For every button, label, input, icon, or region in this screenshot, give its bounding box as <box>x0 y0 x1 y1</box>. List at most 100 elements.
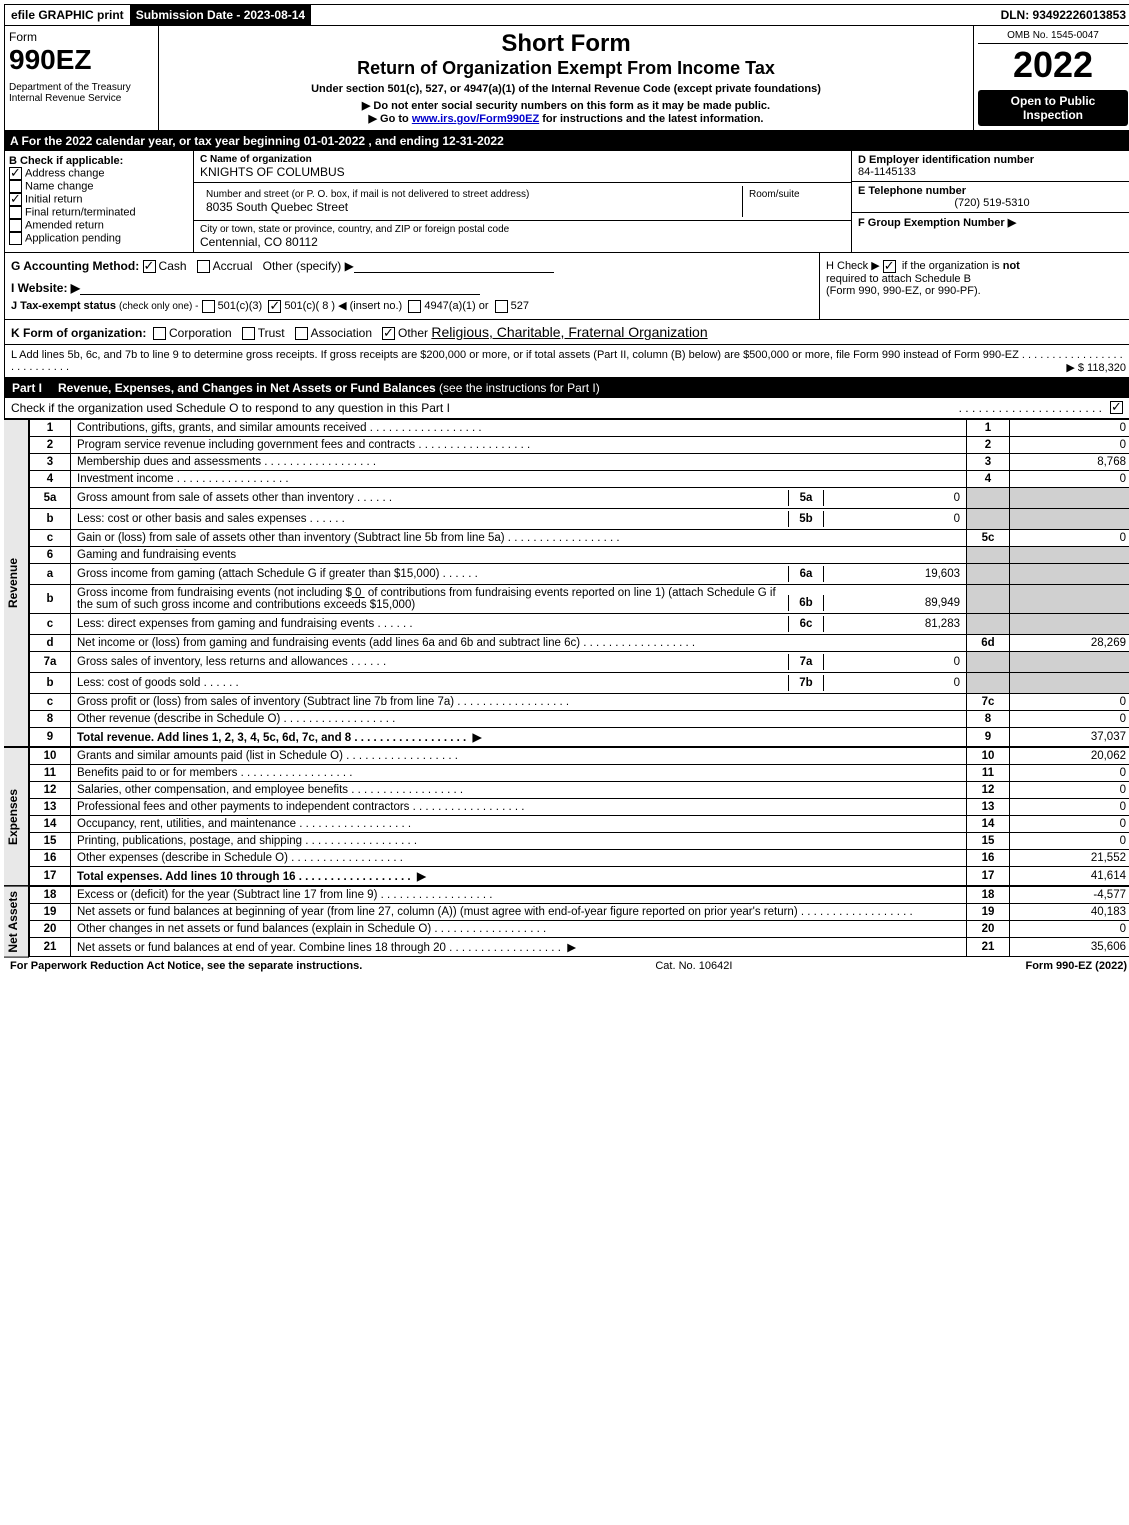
netassets-section: Net Assets 18Excess or (deficit) for the… <box>4 886 1129 958</box>
line-desc: Other expenses (describe in Schedule O) … <box>71 850 967 867</box>
g-other-blank[interactable] <box>354 260 554 273</box>
line-num: 5a <box>30 488 71 509</box>
line-num: 2 <box>30 437 71 454</box>
line-amount-shaded <box>1010 564 1129 585</box>
line-num: 19 <box>30 904 71 921</box>
h-text4: (Form 990, 990-EZ, or 990-PF). <box>826 285 981 297</box>
h-text2: if the organization is <box>902 260 1003 272</box>
org-city: Centennial, CO 80112 <box>200 235 845 249</box>
line-col: 6d <box>967 635 1010 652</box>
checkbox-final-return[interactable] <box>9 206 22 219</box>
g-cash: Cash <box>159 259 187 273</box>
l-text: L Add lines 5b, 6c, and 7b to line 9 to … <box>11 349 1019 361</box>
submission-date: Submission Date - 2023-08-14 <box>130 5 311 25</box>
checkbox-accrual[interactable] <box>197 260 210 273</box>
checkbox-assoc[interactable] <box>295 327 308 340</box>
line-col: 17 <box>967 867 1010 886</box>
line-desc: Printing, publications, postage, and shi… <box>71 833 967 850</box>
part1-header: Part I Revenue, Expenses, and Changes in… <box>4 378 1129 398</box>
line-num: 6 <box>30 547 71 564</box>
line-num: 17 <box>30 867 71 886</box>
b-item-0[interactable]: Address change <box>9 167 189 180</box>
line-desc: Less: direct expenses from gaming and fu… <box>71 614 967 635</box>
line-amount: 21,552 <box>1010 850 1129 867</box>
section-a: A For the 2022 calendar year, or tax yea… <box>4 131 1129 151</box>
k-other-val: Religious, Charitable, Fraternal Organiz… <box>431 324 707 340</box>
part1-label: Part I <box>4 378 50 398</box>
short-form-title: Short Form <box>163 30 969 58</box>
line-desc: Net assets or fund balances at beginning… <box>71 904 967 921</box>
line-amount-shaded <box>1010 509 1129 530</box>
checkbox-address-change[interactable] <box>9 167 22 180</box>
note2-pre: ▶ Go to <box>369 113 412 125</box>
f-label: F Group Exemption Number ▶ <box>858 216 1126 229</box>
line-col: 4 <box>967 471 1010 488</box>
line-desc: Net income or (loss) from gaming and fun… <box>71 635 967 652</box>
checkbox-other-org[interactable] <box>382 327 395 340</box>
checkbox-amended[interactable] <box>9 219 22 232</box>
checkbox-corp[interactable] <box>153 327 166 340</box>
line-desc: Gaming and fundraising events <box>71 547 967 564</box>
line-col: 8 <box>967 711 1010 728</box>
section-h: H Check ▶ if the organization is not req… <box>819 253 1129 319</box>
j-label: J Tax-exempt status <box>11 300 116 312</box>
line-num: 9 <box>30 728 71 747</box>
b-item-4[interactable]: Amended return <box>9 219 189 232</box>
line-col: 15 <box>967 833 1010 850</box>
h-text1: H Check ▶ <box>826 260 880 272</box>
line-amount: 0 <box>1010 471 1129 488</box>
checkbox-trust[interactable] <box>242 327 255 340</box>
section-c: C Name of organization KNIGHTS OF COLUMB… <box>194 151 851 252</box>
line-desc: Less: cost of goods sold . . . . . .7b0 <box>71 673 967 694</box>
checkbox-pending[interactable] <box>9 232 22 245</box>
irs-link[interactable]: www.irs.gov/Form990EZ <box>412 113 539 125</box>
g-other: Other (specify) ▶ <box>263 259 354 273</box>
checkbox-h[interactable] <box>883 260 896 273</box>
revenue-section: Revenue 1Contributions, gifts, grants, a… <box>4 419 1129 747</box>
line-col-shaded <box>967 614 1010 635</box>
b-item-5[interactable]: Application pending <box>9 232 189 245</box>
line-desc: Gross income from fundraising events (no… <box>71 585 967 614</box>
b-item-1[interactable]: Name change <box>9 180 189 193</box>
info-grid: B Check if applicable: Address change Na… <box>4 151 1129 253</box>
h-not: not <box>1003 260 1020 272</box>
checkbox-501c3[interactable] <box>202 300 215 313</box>
netassets-vert-label: Net Assets <box>4 886 29 958</box>
checkbox-initial-return[interactable] <box>9 193 22 206</box>
part1-check: Check if the organization used Schedule … <box>4 398 1129 419</box>
b-label: B Check if applicable: <box>9 155 189 167</box>
dept: Department of the Treasury <box>9 82 154 93</box>
ein: 84-1145133 <box>858 166 1126 178</box>
line-col-shaded <box>967 652 1010 673</box>
line-desc: Investment income . . . . . . . . . . . … <box>71 471 967 488</box>
form-word: Form <box>9 30 154 44</box>
line-amount: 0 <box>1010 437 1129 454</box>
line-col-shaded <box>967 564 1010 585</box>
subtitle: Under section 501(c), 527, or 4947(a)(1)… <box>163 83 969 95</box>
e-label: E Telephone number <box>858 185 1126 197</box>
website-blank[interactable] <box>80 282 480 295</box>
line-amount: 8,768 <box>1010 454 1129 471</box>
j-o1: 501(c)(3) <box>218 300 263 312</box>
line-amount: 0 <box>1010 711 1129 728</box>
line-col-shaded <box>967 488 1010 509</box>
checkbox-527[interactable] <box>495 300 508 313</box>
line-desc: Contributions, gifts, grants, and simila… <box>71 420 967 437</box>
b-item-2[interactable]: Initial return <box>9 193 189 206</box>
checkbox-4947[interactable] <box>408 300 421 313</box>
line-desc: Total expenses. Add lines 10 through 16 … <box>71 867 967 886</box>
line-num: b <box>30 585 71 614</box>
k-trust: Trust <box>258 326 285 340</box>
checkbox-schedule-o[interactable] <box>1110 401 1123 414</box>
k-label: K Form of organization: <box>11 326 146 340</box>
phone: (720) 519-5310 <box>858 197 1126 209</box>
checkbox-501c[interactable] <box>268 300 281 313</box>
b-item-3[interactable]: Final return/terminated <box>9 206 189 219</box>
line-col-shaded <box>967 673 1010 694</box>
d-label: D Employer identification number <box>858 154 1126 166</box>
note2: ▶ Go to www.irs.gov/Form990EZ for instru… <box>163 112 969 125</box>
org-name: KNIGHTS OF COLUMBUS <box>200 165 845 179</box>
checkbox-cash[interactable] <box>143 260 156 273</box>
line-amount: 0 <box>1010 782 1129 799</box>
c-label: C Name of organization <box>200 154 845 165</box>
